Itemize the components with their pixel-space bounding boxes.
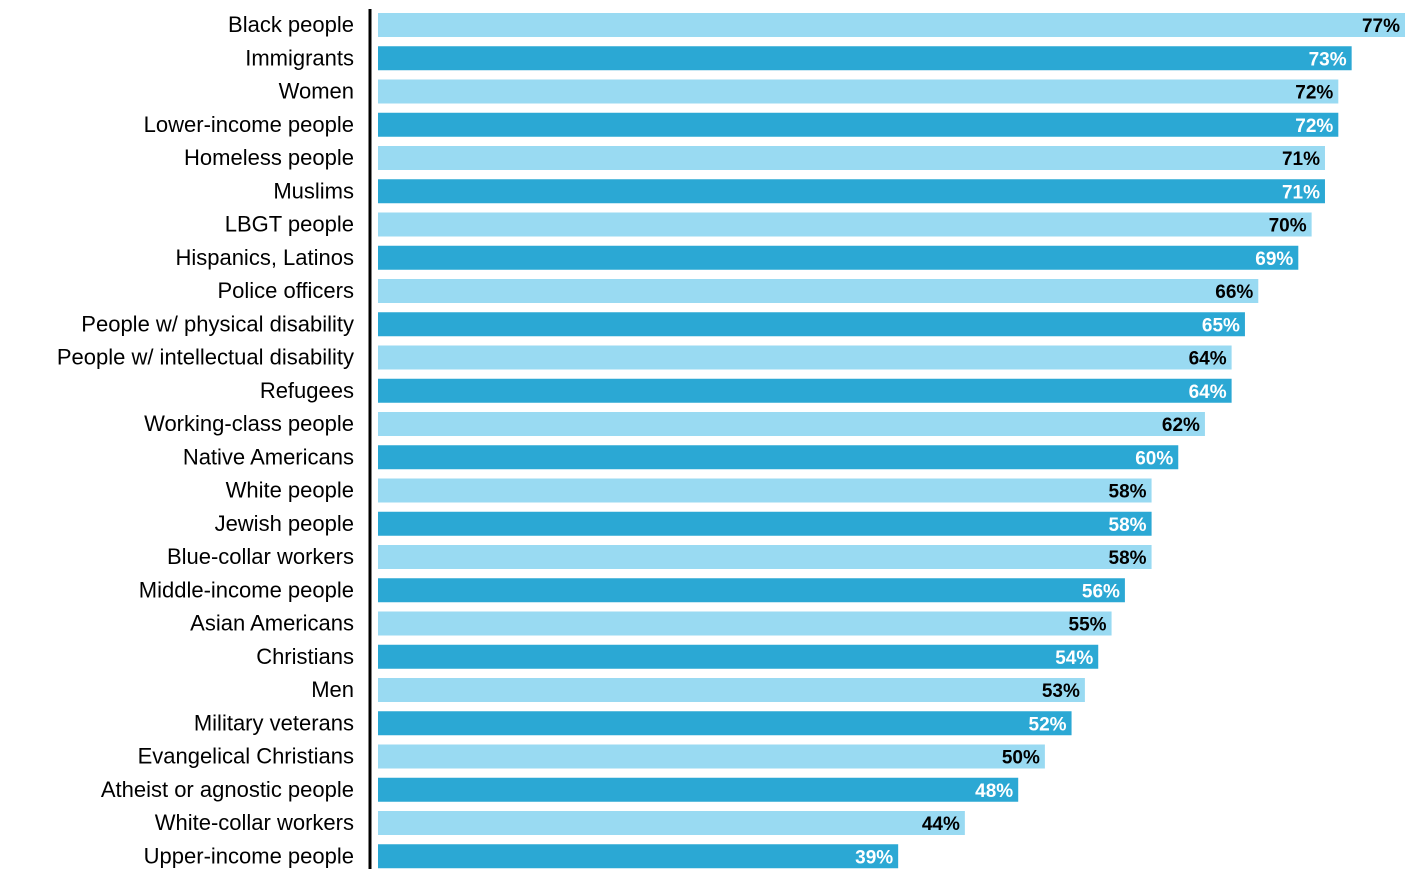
value-label-evangelical-christians: 50%: [1002, 748, 1040, 769]
bar-military-veterans: [378, 711, 1072, 736]
category-label-white-collar-workers: White-collar workers: [155, 810, 354, 835]
bar-white-people: [378, 478, 1152, 503]
category-label-blue-collar-workers: Blue-collar workers: [167, 544, 354, 569]
value-label-military-veterans: 52%: [1029, 714, 1067, 735]
bar-upper-income-people: [378, 844, 899, 869]
value-label-native-americans: 60%: [1135, 448, 1173, 469]
value-label-asian-americans: 55%: [1069, 615, 1107, 636]
bar-lbgt-people: [378, 212, 1312, 237]
value-label-jewish-people: 58%: [1109, 515, 1147, 536]
category-label-native-americans: Native Americans: [183, 444, 354, 469]
value-label-atheist-or-agnostic-people: 48%: [975, 781, 1013, 802]
category-label-black-people: Black people: [228, 12, 354, 37]
value-label-police-officers: 66%: [1215, 282, 1253, 303]
category-label-police-officers: Police officers: [217, 278, 354, 303]
bar-men: [378, 678, 1085, 702]
bar-evangelical-christians: [378, 744, 1045, 769]
bar-people-w-intellectual-disability: [378, 345, 1232, 370]
category-label-christians: Christians: [256, 644, 354, 669]
category-label-lower-income-people: Lower-income people: [144, 112, 354, 137]
category-label-muslims: Muslims: [273, 178, 354, 203]
category-label-lbgt-people: LBGT people: [225, 212, 354, 237]
bar-hispanics-latinos: [378, 245, 1299, 270]
value-label-men: 53%: [1042, 681, 1080, 702]
value-label-white-collar-workers: 44%: [922, 814, 960, 835]
category-label-jewish-people: Jewish people: [215, 511, 354, 536]
category-label-people-w-intellectual-disability: People w/ intellectual disability: [57, 345, 354, 370]
bar-lower-income-people: [378, 112, 1339, 137]
bar-women: [378, 79, 1339, 104]
category-label-refugees: Refugees: [260, 378, 354, 403]
value-label-muslims: 71%: [1282, 182, 1320, 203]
bars-group: 77% 73% 72% 72% 71% 71% 70% 69%66% 65% 64% 64% 62% 6…: [378, 13, 1405, 869]
category-label-people-w-physical-disability: People w/ physical disability: [81, 311, 354, 336]
bar-working-class-people: [378, 412, 1205, 436]
category-label-homeless-people: Homeless people: [184, 145, 354, 170]
category-label-military-veterans: Military veterans: [194, 710, 354, 735]
bar-middle-income-people: [378, 578, 1125, 603]
bar-people-w-physical-disability: [378, 312, 1245, 337]
value-label-black-people: 77%: [1362, 16, 1400, 37]
value-label-white-people: 58%: [1109, 482, 1147, 503]
bar-police-officers: [378, 279, 1259, 303]
value-label-hispanics-latinos: 69%: [1255, 249, 1293, 270]
value-label-lower-income-people: 72%: [1295, 116, 1333, 137]
category-label-atheist-or-agnostic-people: Atheist or agnostic people: [101, 777, 354, 802]
value-label-people-w-intellectual-disability: 64%: [1189, 349, 1227, 370]
bar-immigrants: [378, 46, 1352, 71]
bar-white-collar-workers: [378, 811, 965, 835]
bar-refugees: [378, 378, 1232, 403]
bar-atheist-or-agnostic-people: [378, 777, 1019, 802]
value-label-refugees: 64%: [1189, 382, 1227, 403]
value-label-homeless-people: 71%: [1282, 149, 1320, 170]
bar-homeless-people: [378, 146, 1325, 170]
value-label-immigrants: 73%: [1309, 49, 1347, 70]
bar-christians: [378, 644, 1099, 669]
bar-black-people: [378, 13, 1405, 37]
category-label-upper-income-people: Upper-income people: [144, 843, 354, 868]
bar-blue-collar-workers: [378, 545, 1152, 569]
category-label-white-people: White people: [226, 478, 354, 503]
bar-jewish-people: [378, 511, 1152, 536]
category-label-asian-americans: Asian Americans: [190, 611, 354, 636]
value-label-women: 72%: [1295, 83, 1333, 104]
value-label-middle-income-people: 56%: [1082, 581, 1120, 602]
value-label-blue-collar-workers: 58%: [1109, 548, 1147, 569]
category-label-middle-income-people: Middle-income people: [139, 577, 354, 602]
category-label-hispanics-latinos: Hispanics, Latinos: [175, 245, 354, 270]
category-label-immigrants: Immigrants: [245, 45, 354, 70]
category-label-working-class-people: Working-class people: [144, 411, 354, 436]
category-label-evangelical-christians: Evangelical Christians: [138, 744, 354, 769]
bar-muslims: [378, 179, 1325, 204]
value-label-lbgt-people: 70%: [1269, 216, 1307, 237]
value-label-people-w-physical-disability: 65%: [1202, 315, 1240, 336]
bar-asian-americans: [378, 611, 1112, 636]
category-labels-group: Black people Immigrants Women Lower-income …: [57, 12, 354, 868]
value-label-working-class-people: 62%: [1162, 415, 1200, 436]
category-label-men: Men: [311, 677, 354, 702]
value-label-christians: 54%: [1055, 648, 1093, 669]
category-label-women: Women: [279, 79, 354, 104]
value-label-upper-income-people: 39%: [855, 847, 893, 868]
bar-native-americans: [378, 445, 1179, 470]
